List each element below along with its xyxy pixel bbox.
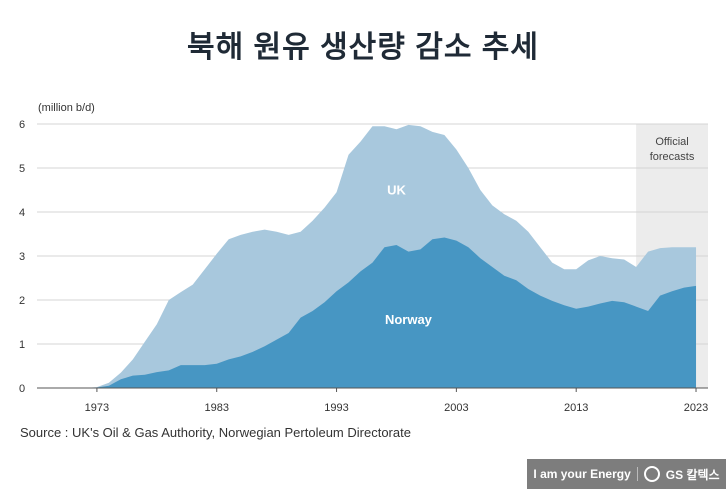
source-note: Source : UK's Oil & Gas Authority, Norwe… [20, 425, 411, 440]
y-tick-label: 5 [19, 163, 25, 175]
brand-footer: I am your Energy GS 칼텍스 [527, 459, 726, 489]
x-tick-label: 2003 [444, 402, 468, 414]
x-tick-label: 1973 [85, 402, 109, 414]
brand-logo-text: GS 칼텍스 [665, 467, 720, 482]
x-tick-label: 1983 [204, 402, 228, 414]
x-tick-label: 1993 [324, 402, 348, 414]
y-tick-label: 6 [19, 119, 25, 131]
y-tick-label: 1 [19, 339, 25, 351]
gs-logo-icon [643, 466, 660, 482]
x-tick-labels: 1973 1983 1993 2003 2013 2023 [85, 388, 708, 414]
y-tick-label: 3 [19, 251, 25, 263]
forecast-label-line1: Official [655, 136, 688, 148]
chart-title: 북해 원유 생산량 감소 추세 [187, 31, 539, 64]
y-tick-labels: 0 1 2 3 4 5 6 [19, 119, 25, 395]
uk-series-label: UK [387, 182, 406, 197]
y-tick-label: 2 [19, 295, 25, 307]
brand-divider [636, 467, 638, 481]
norway-series-label: Norway [385, 312, 433, 327]
x-tick-label: 2023 [684, 402, 708, 414]
x-tick-label: 2013 [564, 402, 588, 414]
y-axis-label: (million b/d) [38, 102, 95, 114]
y-tick-label: 0 [19, 383, 25, 395]
brand-slogan: I am your Energy [533, 467, 631, 481]
norway-area [37, 237, 697, 388]
forecast-label-line2: forecasts [650, 151, 695, 163]
y-tick-label: 4 [19, 207, 25, 219]
area-chart: 0 1 2 3 4 5 6 1973 1983 1993 2003 2013 2023 (millio… [19, 102, 708, 414]
